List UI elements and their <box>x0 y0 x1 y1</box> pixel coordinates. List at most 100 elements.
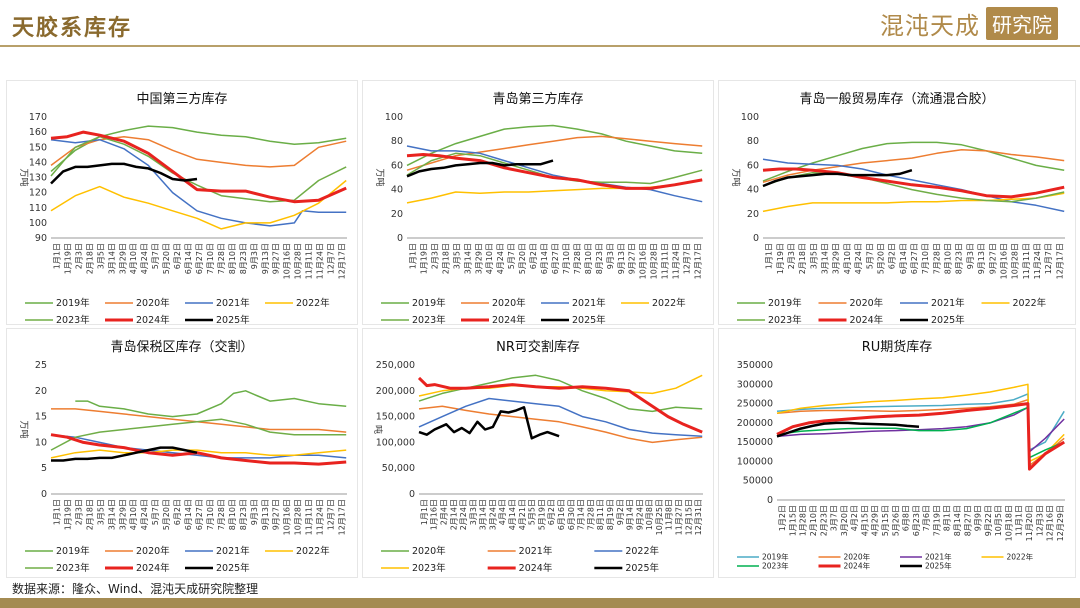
x-tick-label: 3月14日 <box>107 499 116 530</box>
x-tick-label: 5月20日 <box>162 499 171 530</box>
y-tick-label: 100 <box>385 112 403 123</box>
y-tick-label: 120 <box>29 188 47 199</box>
x-tick-label: 1月19日 <box>419 243 428 274</box>
chart-panel-nr-deliverable: NR可交割库存 0 50,000 100,000 150,000 200,000 250,0… <box>362 328 714 578</box>
legend-label: 2021年 <box>925 552 952 562</box>
x-tick-label: 5月7日 <box>151 499 160 525</box>
y-tick-label: 100000 <box>737 456 773 467</box>
x-tick-label: 9月27日 <box>272 243 281 274</box>
series-line-2019年 <box>762 141 1065 182</box>
legend-label: 2024年 <box>136 562 170 574</box>
x-tick-label: 1月1日 <box>420 499 429 525</box>
x-tick-label: 3月29日 <box>118 499 127 530</box>
page-title: 天胶系库存 <box>12 15 133 41</box>
x-tick-label: 9月9日 <box>974 505 983 531</box>
x-tick-label: 9月27日 <box>988 243 997 274</box>
x-tick-label: 12月31日 <box>694 499 703 535</box>
x-tick-label: 11月24日 <box>672 243 681 279</box>
x-tick-label: 10月8日 <box>645 499 654 530</box>
chart-panel-qingdao-general-trade: 青岛一般贸易库存（流通混合胶） 0 20 40 60 80 100 万吨 1月1日 1月19日 2月… <box>718 80 1076 325</box>
legend-label: 2020年 <box>412 545 446 557</box>
chart-title: 中国第三方库存 <box>136 91 227 107</box>
x-tick-label: 7月28日 <box>573 243 582 274</box>
y-tick-label: 15 <box>35 412 47 423</box>
x-tick-label: 5月20日 <box>162 243 171 274</box>
x-tick-label: 9月13日 <box>261 243 270 274</box>
x-tick-label: 12月7日 <box>327 243 336 274</box>
x-tick-label: 11月11日 <box>1022 243 1031 279</box>
chart-svg: NR可交割库存 0 50,000 100,000 150,000 200,000 250,0… <box>372 339 703 574</box>
x-tick-label: 12月3日 <box>1035 505 1044 536</box>
x-tick-label: 9月3日 <box>250 243 259 269</box>
brand-logo: 混沌天成 研究院 <box>880 6 1058 40</box>
x-tick-label: 3月14日 <box>479 499 488 530</box>
chart-panel-qingdao-third-party: 青岛第三方库存 0 20 40 60 80 100 万吨 1月1日 1月19日 2月3日 2月18日 3… <box>362 80 714 325</box>
x-tick-label: 9月3日 <box>250 499 259 525</box>
series-line-2024年 <box>417 376 703 434</box>
x-tick-label: 8月10日 <box>228 499 237 530</box>
x-tick-label: 12月7日 <box>327 499 336 530</box>
series-line-2024年 <box>50 433 347 466</box>
y-tick-label: 10 <box>35 437 47 448</box>
series-line-2020年 <box>418 374 703 413</box>
data-source-note: 数据来源：隆众、Wind、混沌天成研究院整理 <box>12 582 259 596</box>
x-tick-label: 4月2日 <box>850 505 859 531</box>
y-tick-label: 300000 <box>737 379 773 390</box>
x-tick-label: 11月11日 <box>661 243 670 279</box>
x-tick-label: 11月24日 <box>316 499 325 535</box>
x-tick-label: 4月24日 <box>496 243 505 274</box>
x-tick-label: 7月10日 <box>921 243 930 274</box>
x-tick-label: 7月10日 <box>206 243 215 274</box>
x-tick-label: 2月10日 <box>809 505 818 536</box>
series-line-2023年 <box>50 135 347 203</box>
y-tick-label: 40 <box>391 185 403 196</box>
x-tick-label: 5月19日 <box>537 499 546 530</box>
x-tick-label: 6月2日 <box>173 243 182 269</box>
x-tick-label: 3月29日 <box>474 243 483 274</box>
legend-label: 2022年 <box>296 545 330 557</box>
legend-label: 2020年 <box>844 552 871 562</box>
chart-svg: 青岛保税区库存（交割） 0 5 10 15 20 25 万吨 1月1日 1月19日 2月3日 2月18… <box>18 339 347 574</box>
legend-label: 2022年 <box>652 297 686 309</box>
legend-label: 2022年 <box>1013 297 1047 309</box>
x-tick-label: 2月4日 <box>439 499 448 525</box>
x-tick-label: 9月14日 <box>626 499 635 530</box>
x-tick-label: 9月3日 <box>606 243 615 269</box>
y-tick-label: 60 <box>391 160 403 171</box>
y-tick-label: 90 <box>35 233 47 244</box>
legend-label: 2021年 <box>519 545 553 557</box>
legend-label: 2019年 <box>768 297 802 309</box>
legend-label: 2021年 <box>931 297 965 309</box>
x-tick-label: 5月5日 <box>528 499 537 525</box>
series-line-2019年 <box>75 390 347 418</box>
legend-label: 2021年 <box>216 297 250 309</box>
y-tick-label: 150 <box>29 142 47 153</box>
x-tick-label: 10月25日 <box>655 499 664 535</box>
legend-label: 2019年 <box>56 297 90 309</box>
x-tick-label: 8月10日 <box>584 243 593 274</box>
x-tick-label: 2月14日 <box>449 499 458 530</box>
series-line-2021年 <box>418 405 703 444</box>
x-tick-label: 2月18日 <box>85 243 94 274</box>
x-tick-label: 8月23日 <box>239 499 248 530</box>
legend-label: 2022年 <box>625 545 659 557</box>
x-tick-label: 5月20日 <box>876 243 885 274</box>
x-tick-label: 3月5日 <box>809 243 818 269</box>
legend-label: 2020年 <box>850 297 884 309</box>
x-tick-label: 5月26日 <box>891 505 900 536</box>
x-tick-label: 9月24日 <box>635 499 644 530</box>
series-line-2024年 <box>776 402 1065 471</box>
x-tick-label: 4月29日 <box>871 505 880 536</box>
x-tick-label: 6月2日 <box>547 499 556 525</box>
x-tick-label: 6月14日 <box>184 243 193 274</box>
series-line-2025年 <box>762 169 913 188</box>
series-line-2022年 <box>762 192 1065 213</box>
x-tick-label: 5月15日 <box>881 505 890 536</box>
x-tick-label: 10月28日 <box>650 243 659 279</box>
chart-panel-qingdao-bonded: 青岛保税区库存（交割） 0 5 10 15 20 25 万吨 1月1日 1月19日 2月3日 2月18… <box>6 328 358 578</box>
x-tick-label: 6月30日 <box>567 499 576 530</box>
x-tick-label: 10月16日 <box>283 499 292 535</box>
x-tick-label: 7月10日 <box>562 243 571 274</box>
legend-label: 2023年 <box>768 314 802 324</box>
x-tick-label: 7月19日 <box>932 505 941 536</box>
